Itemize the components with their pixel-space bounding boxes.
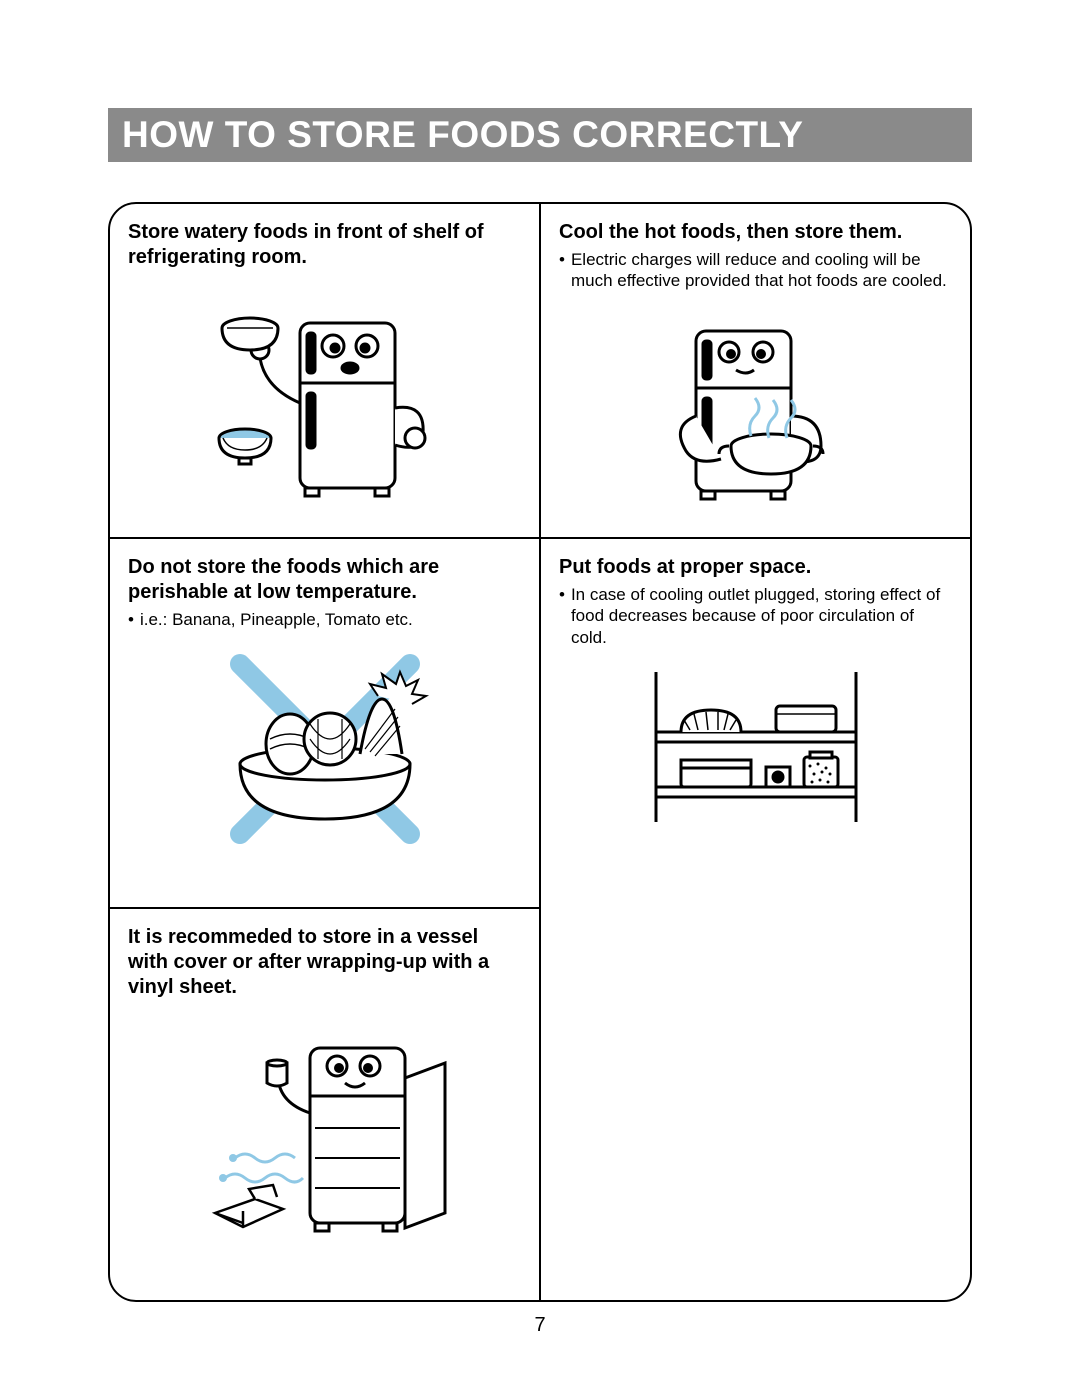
fridge-hot-pot-icon bbox=[559, 292, 952, 516]
page-number: 7 bbox=[108, 1314, 972, 1337]
cell-body-text: Electric charges will reduce and cooling… bbox=[571, 249, 952, 292]
cell-body-text: In case of cooling outlet plugged, stori… bbox=[571, 584, 952, 648]
cell-body: •i.e.: Banana, Pineapple, Tomato etc. bbox=[128, 609, 521, 630]
cell-heading: Do not store the foods which are perisha… bbox=[128, 555, 521, 605]
cell-vessel-cover: It is recommeded to store in a vessel wi… bbox=[110, 909, 539, 1300]
left-column: Store watery foods in front of shelf of … bbox=[110, 204, 541, 1300]
fridge-holding-bowl-icon bbox=[128, 274, 521, 513]
right-column: Cool the hot foods, then store them. •El… bbox=[541, 204, 970, 1300]
page-title-bar: HOW TO STORE FOODS CORRECTLY bbox=[108, 108, 972, 162]
content-frame: Store watery foods in front of shelf of … bbox=[108, 202, 972, 1302]
cell-proper-space: Put foods at proper space. •In case of c… bbox=[541, 539, 970, 1300]
fridge-open-odor-icon bbox=[128, 1004, 521, 1253]
cell-body: •In case of cooling outlet plugged, stor… bbox=[559, 584, 952, 648]
cell-body-text: i.e.: Banana, Pineapple, Tomato etc. bbox=[140, 609, 413, 630]
cell-heading: Store watery foods in front of shelf of … bbox=[128, 220, 521, 270]
cell-cool-hot: Cool the hot foods, then store them. •El… bbox=[541, 204, 970, 539]
cell-body: •Electric charges will reduce and coolin… bbox=[559, 249, 952, 292]
cell-watery-foods: Store watery foods in front of shelf of … bbox=[110, 204, 539, 539]
page-title: HOW TO STORE FOODS CORRECTLY bbox=[122, 114, 958, 156]
cell-heading: Put foods at proper space. bbox=[559, 555, 952, 580]
cell-heading: It is recommeded to store in a vessel wi… bbox=[128, 925, 521, 1000]
cell-heading: Cool the hot foods, then store them. bbox=[559, 220, 952, 245]
shelves-icon bbox=[559, 648, 952, 842]
fruit-bowl-x-icon bbox=[128, 630, 521, 864]
cell-perishable: Do not store the foods which are perisha… bbox=[110, 539, 539, 909]
